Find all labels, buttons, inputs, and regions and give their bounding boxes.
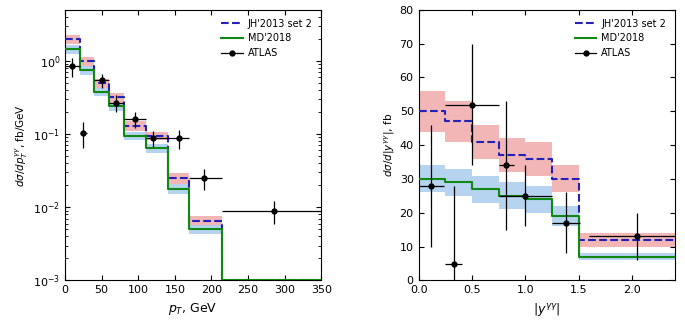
X-axis label: $p_T$, GeV: $p_T$, GeV [169,301,218,317]
Legend: JH'2013 set 2, MD'2018, ATLAS: JH'2013 set 2, MD'2018, ATLAS [217,15,316,62]
X-axis label: $|y^{\gamma\gamma}|$: $|y^{\gamma\gamma}|$ [533,301,560,318]
Y-axis label: $d\sigma/dp_T^{\gamma\gamma}$, fb/GeV: $d\sigma/dp_T^{\gamma\gamma}$, fb/GeV [14,104,30,187]
Legend: JH'2013 set 2, MD'2018, ATLAS: JH'2013 set 2, MD'2018, ATLAS [571,15,670,62]
Y-axis label: $d\sigma/d|y^{\gamma\gamma}|$, fb: $d\sigma/d|y^{\gamma\gamma}|$, fb [382,113,397,177]
